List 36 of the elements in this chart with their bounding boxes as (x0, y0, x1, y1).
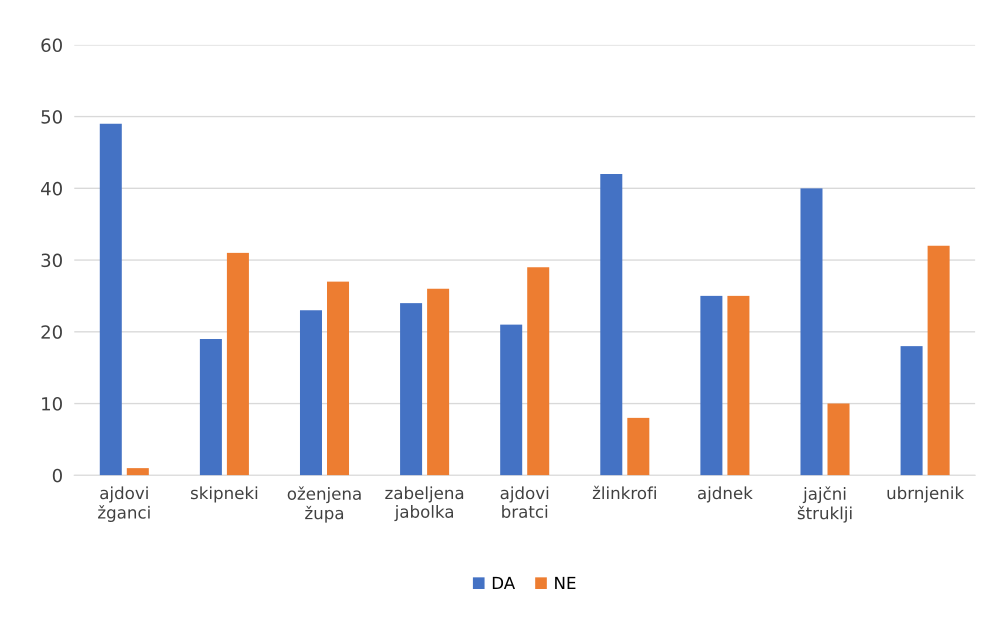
y-tick-label: 0 (52, 468, 62, 482)
bar (226, 252, 249, 476)
y-tick-label: 60 (41, 38, 62, 52)
x-tick-label: oženjena župa (288, 486, 361, 523)
y-tick-label: 10 (42, 396, 62, 411)
x-tick-label: žlinkrofi (592, 486, 656, 500)
bar (700, 296, 722, 476)
y-tick-label: 30 (42, 254, 62, 268)
y-tick-label: 20 (41, 325, 62, 339)
y-tick-label: 50 (42, 110, 62, 124)
bar (828, 404, 850, 476)
x-tick-label: ubrnjenik (888, 486, 964, 503)
x-tick-label: ajdovi žganci (98, 486, 150, 522)
x-tick-label: ajdnek (698, 486, 753, 503)
legend-label: DA (492, 576, 516, 590)
bar (126, 468, 149, 476)
bar (327, 282, 350, 476)
bar (900, 346, 923, 476)
legend-label: NE (555, 576, 576, 590)
bar (400, 303, 422, 476)
x-tick-label: zabeljena jabolka (385, 486, 464, 522)
bar (500, 324, 522, 476)
bar (300, 310, 322, 476)
bar (727, 296, 750, 476)
bar (200, 338, 222, 476)
bar (928, 246, 950, 476)
bar (527, 267, 550, 476)
bar (100, 124, 122, 476)
bar (627, 418, 650, 476)
bar (427, 288, 450, 476)
bar (800, 188, 822, 476)
x-tick-label: jajčni štruklji (798, 486, 852, 523)
x-tick-label: skipneki (190, 486, 258, 503)
x-tick-label: ajdovi bratci (500, 486, 548, 518)
y-tick-label: 40 (41, 182, 62, 196)
bar (600, 174, 622, 476)
